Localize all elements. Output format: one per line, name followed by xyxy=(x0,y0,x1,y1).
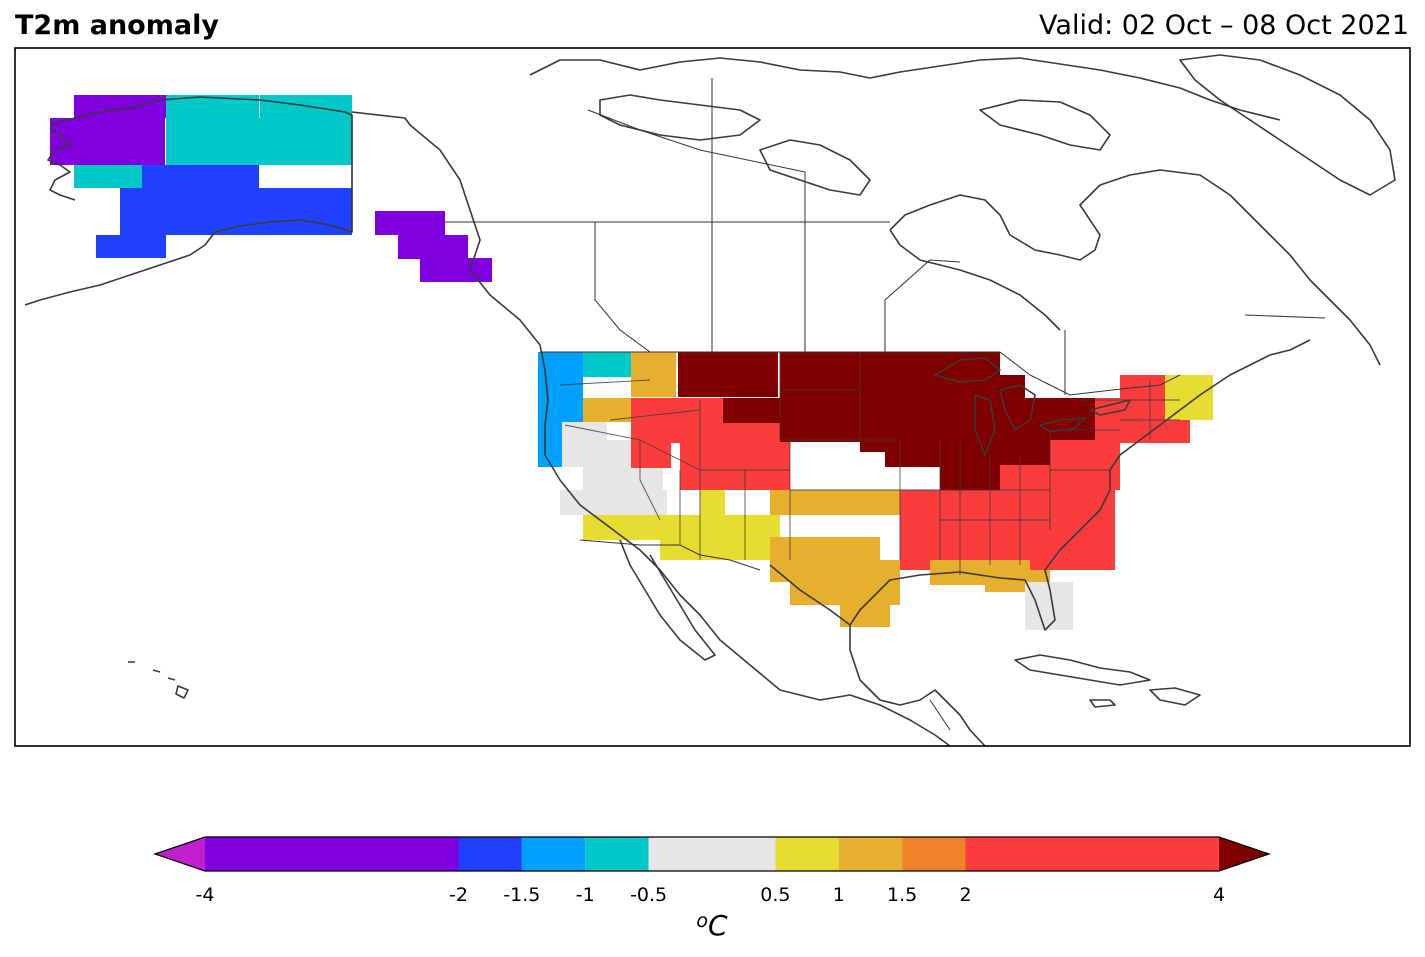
colorbar-unit-label: oC xyxy=(696,909,728,942)
colorbar-outline xyxy=(153,836,1271,872)
colorbar-bin-8 xyxy=(965,837,1219,871)
anomaly-cell-alaska-central xyxy=(166,118,260,165)
colorbar-bin-6 xyxy=(838,837,903,871)
anomaly-cell-rockies xyxy=(700,422,790,447)
colorbar-tick-label: 4 xyxy=(1213,884,1225,906)
anomaly-cell-southeast xyxy=(1000,465,1115,495)
anomaly-cell-southwest xyxy=(700,490,725,515)
colorbar: -4 -2 -1.5 -1 -0.5 0.5 1 1.5 2 4 oC xyxy=(153,836,1271,942)
colorbar-bin-4 xyxy=(648,837,776,871)
anomaly-cell-rockies xyxy=(631,443,671,468)
map-frame xyxy=(14,47,1411,747)
anomaly-cell-southwest xyxy=(583,515,663,540)
valid-date-range: Valid: 02 Oct – 08 Oct 2021 xyxy=(1039,10,1409,41)
anomaly-cell-rockies xyxy=(680,443,790,490)
colorbar-tick-label: 1 xyxy=(833,884,845,906)
colorbar-bin-3 xyxy=(585,837,649,871)
state-borders xyxy=(559,352,1180,575)
anomaly-cell-alaska-panhandle xyxy=(398,235,468,259)
anomaly-cell-maine xyxy=(1165,375,1213,420)
anomaly-cell-alaska-south xyxy=(120,188,260,235)
anomaly-cell-southern-plains xyxy=(770,490,900,515)
unit-superscript: o xyxy=(696,910,708,932)
colorbar-tick-label: -4 xyxy=(196,884,215,906)
unit-base: C xyxy=(708,909,728,942)
colorbar-under-arrow xyxy=(155,837,205,871)
colorbar-tick-labels: -4 -2 -1.5 -1 -0.5 0.5 1 1.5 2 4 xyxy=(196,884,1226,906)
anomaly-cell-florida xyxy=(1025,582,1073,630)
colorbar-over-arrow xyxy=(1219,837,1269,871)
colorbar-tick-label: -1 xyxy=(576,884,595,906)
anomaly-cell-southwest xyxy=(660,515,780,560)
anomaly-cell-alaska-panhandle xyxy=(375,211,445,235)
colorbar-tick-label: 2 xyxy=(959,884,971,906)
map-title: T2m anomaly xyxy=(15,10,219,41)
anomaly-grid-cells xyxy=(50,95,1213,630)
anomaly-cell-alaska-central xyxy=(166,95,259,118)
colorbar-bin-5 xyxy=(775,837,839,871)
anomaly-cell-great-basin xyxy=(607,490,667,515)
colorbar-bin-1 xyxy=(458,837,522,871)
colorbar-bin-2 xyxy=(521,837,586,871)
anomaly-cell-great-lakes xyxy=(1000,375,1025,465)
anomaly-cell-oregon-north xyxy=(583,352,631,377)
anomaly-cell-northern-plains xyxy=(678,352,778,397)
colorbar-tick-label: 0.5 xyxy=(760,884,790,906)
colorbar-bin-7 xyxy=(902,837,966,871)
anomaly-cell-midwest xyxy=(940,440,1000,490)
anomaly-cell-alaska-south xyxy=(96,235,166,258)
colorbar-tick-label: -1.5 xyxy=(503,884,540,906)
anomaly-cell-alaska-north xyxy=(50,118,165,165)
anomaly-cell-alaska-panhandle xyxy=(420,258,492,282)
anomaly-cell-southeast xyxy=(900,490,1115,570)
political-borders xyxy=(351,78,1326,731)
colorbar-bins xyxy=(205,837,1219,871)
coastlines xyxy=(24,54,1396,746)
anomaly-cell-northern-plains xyxy=(780,352,860,442)
colorbar-tick-label: 1.5 xyxy=(887,884,917,906)
colorbar-tick-label: -2 xyxy=(449,884,468,906)
anomaly-cell-interior-northwest xyxy=(631,352,676,397)
colorbar-tick-label: -0.5 xyxy=(630,884,667,906)
colorbar-bin-0 xyxy=(205,837,459,871)
anomaly-cell-northern-plains xyxy=(723,398,783,423)
anomaly-cell-alaska-south xyxy=(142,165,259,188)
anomaly-cell-rockies xyxy=(631,398,701,443)
anomaly-cell-california-coast xyxy=(560,490,585,515)
anomaly-cell-interior-northwest xyxy=(583,398,631,422)
